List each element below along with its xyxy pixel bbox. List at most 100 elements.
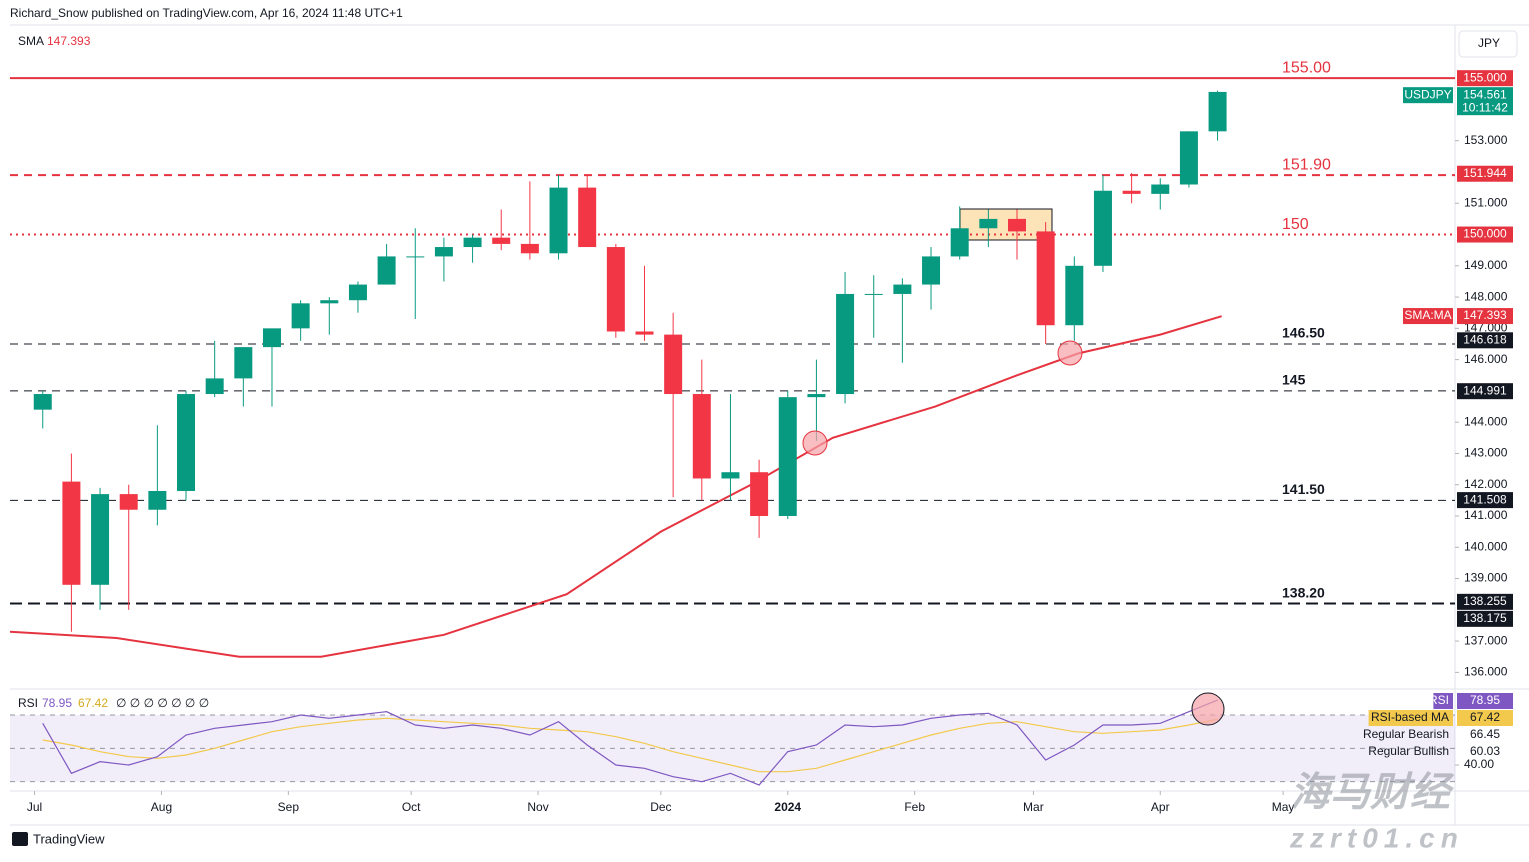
candle-body <box>664 334 683 395</box>
candle-body <box>1151 184 1170 194</box>
price-tag-label: 151.944 <box>1463 166 1507 180</box>
price-tag <box>1457 383 1513 400</box>
currency-box[interactable] <box>1458 30 1518 58</box>
price-tag-label: 154.561 <box>1463 87 1507 101</box>
candle-body <box>950 228 969 257</box>
candle-body <box>148 490 167 510</box>
x-tick-label: Apr <box>1151 800 1170 814</box>
candle-body <box>434 247 453 257</box>
candle-body <box>1093 190 1112 266</box>
candle-body <box>836 293 855 395</box>
candle-body <box>91 494 110 585</box>
currency: JPY <box>1478 36 1500 50</box>
price-tag-label: 138.255 <box>1463 594 1507 608</box>
x-tick-label: Aug <box>151 800 172 814</box>
rsi-tag-value: 66.45 <box>1470 727 1500 741</box>
candle-body <box>1179 131 1198 185</box>
candle-body <box>864 293 883 295</box>
watermark: 海马财经 <box>1290 771 1455 815</box>
candle-body <box>406 256 425 258</box>
rsi-tag-name: Regular Bullish <box>1368 744 1449 758</box>
y-tick-label: 149.000 <box>1464 258 1508 272</box>
x-tick-label: Dec <box>650 800 671 814</box>
price-tag-label: 146.618 <box>1463 332 1507 346</box>
price-tag <box>1457 610 1513 627</box>
sma-legend-value: 147.393 <box>47 34 91 48</box>
candle-body <box>234 347 253 379</box>
logo <box>12 832 28 846</box>
level-label: 151.90 <box>1282 156 1331 173</box>
y-tick-label: 142.000 <box>1464 477 1508 491</box>
price-tag-label: 147.393 <box>1463 308 1507 322</box>
candle-body <box>893 284 912 294</box>
series-tag-label: SMA:MA <box>1404 308 1451 322</box>
candle-body <box>262 328 281 348</box>
candle-body <box>1007 218 1026 232</box>
rsi-tag-value: 78.95 <box>1470 693 1500 707</box>
candle-body <box>348 284 367 301</box>
y-tick-label: 153.000 <box>1464 133 1508 147</box>
rsi-tag-name-bg <box>1433 693 1453 709</box>
x-tick-label: Jul <box>27 800 42 814</box>
price-tag <box>1457 332 1513 349</box>
candle-body <box>1208 91 1227 132</box>
plot: Jul Aug Sep Oct Nov Dec 2024 Feb Mar Apr May 153.00… <box>9 59 1513 814</box>
price-tag <box>1457 87 1513 116</box>
candle-body <box>463 237 482 248</box>
candle-body <box>606 247 625 332</box>
x-tick-label: Nov <box>527 800 548 814</box>
rsi-line <box>42 699 1218 786</box>
candle-body <box>177 394 196 491</box>
candle-body <box>635 331 654 335</box>
y-tick-label: 148.000 <box>1464 289 1508 303</box>
candle-body <box>807 394 826 398</box>
candle-body <box>721 472 740 479</box>
highlight-circle <box>1191 692 1225 726</box>
highlight-circle <box>802 430 828 456</box>
price-tag-label: 155.000 <box>1463 70 1507 84</box>
rsi-tag <box>1457 693 1513 709</box>
price-tag <box>1457 165 1513 182</box>
level-label: 146.50 <box>1282 325 1325 341</box>
candle-body <box>922 256 941 285</box>
rsi-tag <box>1457 710 1513 726</box>
attribution: Richard_Snow published on TradingView.co… <box>10 6 403 20</box>
x-tick-label: May <box>1272 800 1295 814</box>
y-tick-label: 40.00 <box>1464 757 1494 771</box>
candle-body <box>377 256 396 285</box>
price-tag-label: 144.991 <box>1463 383 1507 397</box>
rsi-tag-name: RSI-based MA <box>1371 710 1449 724</box>
series-tag-label: USDJPY <box>1404 87 1451 101</box>
rsi-inputs: ∅ ∅ ∅ ∅ ∅ ∅ ∅ <box>116 696 209 710</box>
x-tick-label: Mar <box>1023 800 1044 814</box>
price-tag <box>1457 70 1513 87</box>
level-label: 138.20 <box>1282 584 1325 600</box>
series-tag <box>1403 87 1453 104</box>
candle-body <box>549 187 568 254</box>
y-tick-label: 151.000 <box>1464 195 1508 209</box>
y-tick-label: 146.000 <box>1464 352 1508 366</box>
price-tag <box>1457 308 1513 325</box>
price-tag <box>1457 492 1513 509</box>
rsi-tag-name: Regular Bearish <box>1363 727 1449 741</box>
rsi-line <box>42 717 1218 773</box>
candle-body <box>578 187 597 248</box>
rsi-legend-value: 78.95 <box>42 696 72 710</box>
brand[interactable]: TradingView <box>33 831 105 846</box>
x-tick-label: Sep <box>278 800 300 814</box>
candle-body <box>291 303 310 329</box>
level-label: 145 <box>1282 372 1306 388</box>
candle-body <box>119 494 138 510</box>
level-label: 155.00 <box>1282 59 1331 76</box>
candle-body <box>1065 265 1084 326</box>
candle-body <box>520 243 539 254</box>
level-label: 141.50 <box>1282 481 1325 497</box>
price-tag <box>1457 226 1513 243</box>
candle-body <box>692 394 711 479</box>
price-tag <box>1457 593 1513 610</box>
y-tick-label: 137.000 <box>1464 633 1508 647</box>
y-tick-label: 143.000 <box>1464 446 1508 460</box>
sma-legend-name: SMA <box>18 34 44 48</box>
y-tick-label: 136.000 <box>1464 665 1508 679</box>
